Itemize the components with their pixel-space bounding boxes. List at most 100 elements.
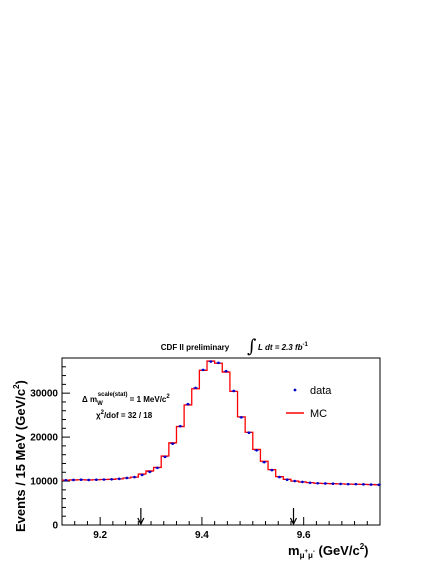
- data-marker: [209, 360, 213, 363]
- legend-data-marker: [293, 388, 297, 392]
- y-tick-label: 20000: [30, 433, 58, 444]
- y-tick-label: 0: [52, 521, 58, 532]
- y-axis-title: Events / 15 MeV (GeV/c2): [12, 380, 28, 532]
- data-point: [322, 482, 328, 485]
- data-marker: [354, 482, 358, 486]
- data-point: [109, 477, 115, 481]
- y-tick-label: 10000: [30, 477, 58, 488]
- data-point: [132, 475, 138, 479]
- data-marker: [125, 476, 129, 480]
- data-points: [63, 360, 382, 487]
- data-point: [162, 455, 168, 459]
- data-point: [307, 481, 313, 485]
- data-marker: [301, 480, 304, 484]
- data-marker: [148, 470, 152, 474]
- data-marker: [262, 460, 266, 464]
- data-point: [124, 476, 130, 480]
- legend-data-label: data: [310, 385, 332, 397]
- chart-title-right: ∫ L dt = 2.3 fb-1: [247, 336, 309, 357]
- y-axis: 0 10000 20000 30000: [30, 357, 70, 532]
- title-right-text: L dt = 2.3 fb: [258, 343, 303, 352]
- data-point: [376, 483, 382, 487]
- data-point: [269, 468, 275, 472]
- y-tick-label: 30000: [30, 389, 58, 400]
- data-point: [338, 482, 344, 486]
- data-point: [70, 478, 76, 482]
- data-point: [292, 479, 298, 483]
- data-point: [231, 389, 237, 393]
- data-marker: [285, 478, 289, 482]
- arrow-head: [289, 517, 298, 526]
- data-marker: [79, 478, 83, 482]
- data-marker: [369, 483, 373, 486]
- data-marker: [224, 369, 228, 373]
- data-point: [101, 478, 107, 481]
- data-marker: [178, 424, 182, 428]
- title-right-sup: -1: [303, 342, 309, 348]
- x-tick-label: 9.4: [195, 530, 209, 541]
- down-arrow: [289, 508, 298, 526]
- x-axis: 9.2 9.4 9.6: [61, 517, 381, 541]
- data-marker: [255, 448, 258, 452]
- data-point: [368, 483, 374, 486]
- x-axis-title: mμ+μ- (GeV/c2): [288, 542, 368, 560]
- data-point: [170, 442, 176, 445]
- data-marker: [117, 477, 121, 481]
- arrow-head: [137, 517, 145, 526]
- annotation-line2: χ2/dof = 32 / 18: [96, 410, 153, 420]
- data-marker: [331, 482, 335, 485]
- data-marker: [163, 455, 167, 459]
- plot-frame: [61, 357, 381, 526]
- data-point: [246, 431, 252, 435]
- data-marker: [240, 416, 243, 419]
- svg-text:L dt = 2.3 fb-1: L dt = 2.3 fb-1: [258, 342, 309, 352]
- data-point: [254, 448, 260, 452]
- data-point: [353, 482, 359, 486]
- data-marker: [346, 482, 350, 486]
- data-point: [78, 478, 84, 482]
- data-point: [185, 402, 191, 406]
- data-marker: [232, 389, 236, 393]
- data-point: [238, 416, 244, 419]
- data-point: [93, 478, 99, 482]
- data-point: [277, 475, 283, 479]
- data-marker: [217, 361, 220, 365]
- data-marker: [64, 478, 68, 482]
- data-point: [215, 361, 221, 365]
- data-point: [63, 478, 69, 482]
- data-point: [147, 470, 153, 474]
- data-marker: [194, 386, 197, 390]
- data-marker: [102, 478, 106, 481]
- data-marker: [316, 481, 319, 485]
- data-point: [86, 478, 92, 482]
- legend-mc-label: MC: [310, 408, 327, 420]
- data-marker: [72, 478, 75, 482]
- chart-title-left: CDF II preliminary: [161, 343, 230, 352]
- mc-histogram: [62, 360, 380, 486]
- data-point: [284, 478, 290, 482]
- data-point: [193, 386, 199, 390]
- data-marker: [110, 477, 113, 481]
- data-marker: [270, 468, 274, 472]
- mass-window-arrows: [137, 508, 298, 526]
- data-marker: [133, 475, 136, 479]
- data-point: [345, 482, 351, 486]
- data-marker: [247, 431, 251, 435]
- legend: data MC: [286, 385, 332, 420]
- data-point: [315, 481, 321, 485]
- x-tick-label: 9.2: [93, 530, 107, 541]
- data-marker: [278, 475, 281, 479]
- data-point: [360, 483, 366, 486]
- data-point: [200, 368, 206, 372]
- data-marker: [140, 473, 144, 477]
- data-marker: [308, 481, 312, 485]
- data-marker: [156, 466, 159, 470]
- data-point: [208, 360, 214, 363]
- data-point: [299, 480, 305, 484]
- data-marker: [95, 478, 98, 482]
- data-point: [177, 424, 183, 428]
- data-point: [116, 477, 122, 481]
- x-tick-label: 9.6: [297, 530, 311, 541]
- data-marker: [293, 479, 297, 483]
